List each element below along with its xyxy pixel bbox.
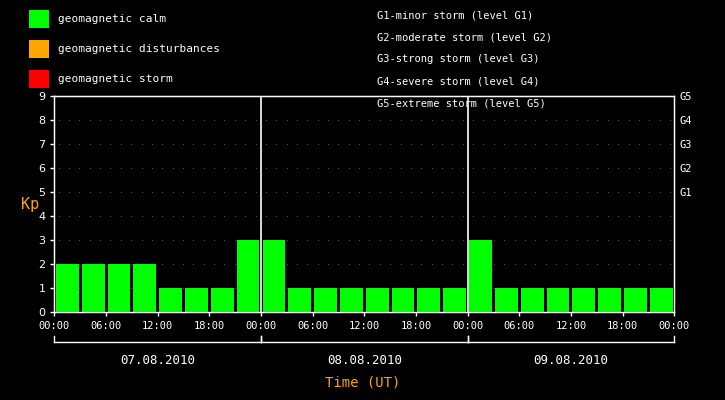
Text: G5-extreme storm (level G5): G5-extreme storm (level G5): [377, 98, 546, 108]
Text: geomagnetic storm: geomagnetic storm: [58, 74, 173, 84]
Bar: [573, 288, 595, 312]
Text: 09.08.2010: 09.08.2010: [534, 354, 608, 366]
Bar: [289, 288, 311, 312]
Bar: [314, 288, 337, 312]
Bar: [107, 264, 130, 312]
Bar: [418, 288, 440, 312]
Text: 07.08.2010: 07.08.2010: [120, 354, 195, 366]
Text: geomagnetic calm: geomagnetic calm: [58, 14, 166, 24]
Bar: [469, 240, 492, 312]
Bar: [650, 288, 673, 312]
Y-axis label: Kp: Kp: [21, 196, 39, 212]
Bar: [443, 288, 466, 312]
Bar: [521, 288, 544, 312]
Bar: [262, 240, 286, 312]
Bar: [133, 264, 156, 312]
Bar: [392, 288, 415, 312]
Text: G1-minor storm (level G1): G1-minor storm (level G1): [377, 10, 534, 20]
Text: geomagnetic disturbances: geomagnetic disturbances: [58, 44, 220, 54]
Bar: [366, 288, 389, 312]
Bar: [236, 240, 260, 312]
Text: G3-strong storm (level G3): G3-strong storm (level G3): [377, 54, 539, 64]
Bar: [495, 288, 518, 312]
Text: 08.08.2010: 08.08.2010: [327, 354, 402, 366]
Bar: [56, 264, 79, 312]
Bar: [160, 288, 182, 312]
Text: G4-severe storm (level G4): G4-severe storm (level G4): [377, 76, 539, 86]
Bar: [185, 288, 208, 312]
Bar: [82, 264, 104, 312]
Text: G2-moderate storm (level G2): G2-moderate storm (level G2): [377, 32, 552, 42]
Bar: [547, 288, 569, 312]
Bar: [340, 288, 362, 312]
Bar: [624, 288, 647, 312]
Bar: [598, 288, 621, 312]
Bar: [211, 288, 233, 312]
Text: Time (UT): Time (UT): [325, 376, 400, 390]
